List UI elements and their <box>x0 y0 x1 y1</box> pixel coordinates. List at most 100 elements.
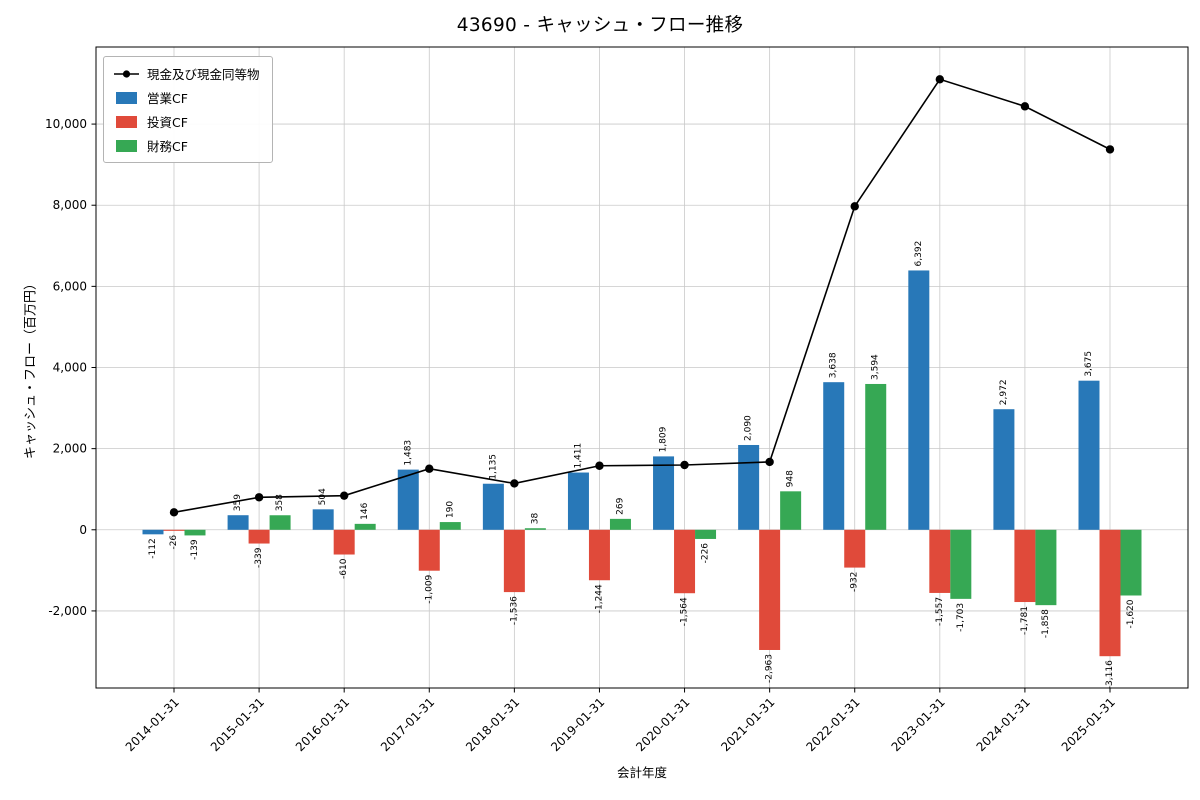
operating-cf-swatch-icon <box>113 91 140 104</box>
legend-label-financing-cf: 財務CF <box>147 139 188 154</box>
bar-value-label: -932 <box>850 572 860 592</box>
bar <box>163 529 185 531</box>
bar-value-label: -1,557 <box>935 597 945 626</box>
bar <box>929 529 951 593</box>
cash-line-marker <box>1105 145 1115 154</box>
bar <box>397 469 419 530</box>
legend-swatch <box>116 139 137 152</box>
bar <box>248 529 270 544</box>
bar <box>439 522 461 530</box>
bar-value-label: 948 <box>786 470 796 487</box>
bar-value-label: 3,675 <box>1084 351 1094 377</box>
y-tick-label: 8,000 <box>53 198 87 212</box>
y-tick-labels: -2,000 0 2,000 4,000 6,000 8,000 10,000 <box>45 117 96 618</box>
bar-value-label: -3,116 <box>1105 660 1115 689</box>
bar-value-label: 2,090 <box>744 415 754 441</box>
bar-value-label: 3,594 <box>871 354 881 380</box>
bar <box>865 383 887 530</box>
bar <box>227 515 249 530</box>
bar <box>653 456 675 530</box>
bar-value-label: -2,963 <box>765 654 775 683</box>
cash-line <box>173 78 1111 514</box>
bar-value-label: 359 <box>233 494 243 511</box>
bar-value-label: 1,411 <box>573 443 583 469</box>
legend: 現金及び現金同等物 営業CF 投資CF 財務CF <box>103 56 273 163</box>
x-tick-label: 2015-01-31 <box>208 695 267 754</box>
legend-label-operating-cf: 営業CF <box>147 91 188 106</box>
bar-value-label: 269 <box>615 497 625 514</box>
bar <box>184 529 206 536</box>
bar-value-label: -139 <box>190 539 200 560</box>
y-tick-label: 6,000 <box>53 279 87 293</box>
investing-cf-swatch-icon <box>113 115 140 128</box>
bar-value-label: -1,244 <box>594 584 604 613</box>
x-tick-label: 2018-01-31 <box>463 695 522 754</box>
bar <box>1014 529 1036 603</box>
bar-value-labels: -112 359 504 1,483 1,135 1,411 1,809 2,090 3,638… <box>148 241 1136 690</box>
legend-item-cash-line: 現金及び現金同等物 <box>113 64 260 83</box>
cash-line-marker <box>510 479 519 488</box>
bar-value-label: 358 <box>275 494 285 511</box>
y-axis-label: キャッシュ・フロー（百万円） <box>23 276 39 460</box>
bar <box>142 529 164 535</box>
bar-value-label: 190 <box>445 501 455 518</box>
cash-line-marker <box>169 508 179 517</box>
cash-line-marker <box>595 461 604 470</box>
chart-title: 43690 - キャッシュ・フロー推移 <box>456 15 744 36</box>
bar <box>844 529 866 568</box>
bar-value-label: -339 <box>254 547 264 568</box>
x-tick-label: 2024-01-31 <box>974 695 1033 754</box>
bar <box>950 529 972 599</box>
bar <box>354 523 376 530</box>
bar <box>333 529 355 555</box>
bar <box>1035 529 1057 606</box>
bar-value-label: 1,809 <box>659 426 669 452</box>
legend-swatch <box>116 115 137 128</box>
x-tick-labels: 2014-01-31 2015-01-31 2016-01-31 2017-01-31… <box>123 688 1118 754</box>
cash-line-marker <box>254 493 264 502</box>
bar-value-label: -1,009 <box>424 574 434 603</box>
bar <box>1099 529 1121 657</box>
legend-item-operating-cf: 営業CF <box>113 88 260 107</box>
y-tick-label: 2,000 <box>53 442 87 456</box>
x-tick-label: 2016-01-31 <box>293 695 352 754</box>
bar <box>695 529 717 539</box>
bar-value-label: -610 <box>339 558 349 579</box>
x-tick-label: 2014-01-31 <box>123 695 182 754</box>
bar-value-label: 3,638 <box>829 352 839 378</box>
bar-value-label: 1,135 <box>488 454 498 480</box>
legend-label-investing-cf: 投資CF <box>147 115 188 130</box>
bar-value-label: 504 <box>318 488 328 505</box>
bar <box>503 529 525 593</box>
bar <box>1078 380 1100 530</box>
bar-value-label: -1,703 <box>956 603 966 632</box>
x-tick-label: 2023-01-31 <box>889 695 948 754</box>
bar-series <box>142 270 1100 535</box>
bar-value-label: -226 <box>701 543 711 564</box>
bar <box>908 270 930 530</box>
bar-value-label: -1,781 <box>1020 606 1030 635</box>
cash-line-marker <box>680 460 689 470</box>
bar-value-label: -1,536 <box>509 596 519 625</box>
bar-value-label: -1,564 <box>680 597 690 626</box>
bar-value-label: -1,620 <box>1126 599 1136 628</box>
legend-label-cash: 現金及び現金同等物 <box>147 67 260 82</box>
cash-line-marker <box>765 457 774 467</box>
x-tick-label: 2019-01-31 <box>548 695 607 754</box>
bar-series <box>184 383 1142 606</box>
x-tick-label: 2017-01-31 <box>378 695 437 754</box>
financing-cf-swatch-icon <box>113 139 140 152</box>
legend-item-investing-cf: 投資CF <box>113 112 260 131</box>
x-axis-label: 会計年度 <box>616 765 668 780</box>
bar <box>567 472 589 530</box>
legend-swatch <box>116 91 137 104</box>
y-tick-label: 4,000 <box>53 361 87 375</box>
bar <box>674 529 696 594</box>
bar <box>780 491 802 530</box>
bar-value-label: -1,858 <box>1041 609 1051 638</box>
y-tick-label: 10,000 <box>45 117 87 131</box>
line-marker-icon <box>113 68 140 80</box>
cash-line-marker <box>935 75 945 84</box>
